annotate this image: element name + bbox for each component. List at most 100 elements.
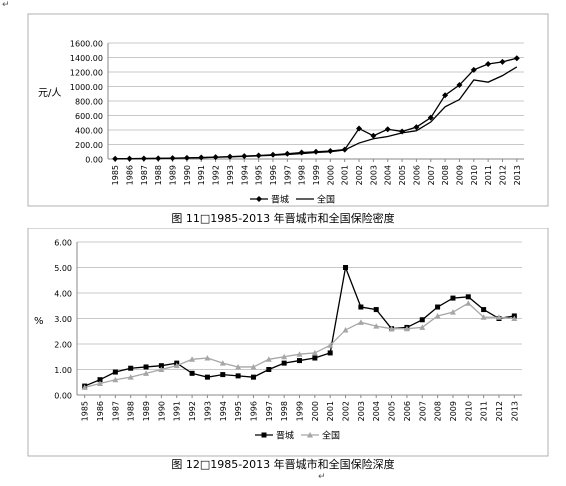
series-line-1 [115,57,517,160]
data-point [485,61,492,68]
y-tick-label: 200.00 [75,141,103,150]
x-tick-label: 2013 [510,401,519,421]
x-tick-label: 1999 [312,165,321,185]
data-point [470,66,477,73]
data-point [465,300,472,306]
data-point [358,304,364,310]
data-point [158,363,164,369]
data-point [313,148,319,155]
x-tick-label: 2008 [434,401,443,421]
data-point [343,265,349,270]
data-point [220,372,226,378]
data-point [250,363,257,370]
y-tick-label: 1400.00 [70,54,103,63]
y-tick-label: 0.00 [85,156,103,165]
y-tick-label: 6.00 [54,239,72,248]
data-point [481,307,487,313]
paragraph-mark: ↵ [318,472,326,482]
x-tick-label: 1990 [157,401,166,421]
y-tick-label: 400.00 [75,127,103,136]
data-point [480,314,487,320]
data-point [284,150,291,157]
y-tick-label: 1600.00 [70,40,103,49]
data-point [204,355,211,361]
x-tick-label: 2002 [355,165,364,185]
y-tick-label: 5.00 [54,264,72,273]
data-point [499,58,506,65]
y-tick-label: 800.00 [75,98,103,107]
x-tick-label: 1998 [298,165,307,185]
x-tick-label: 2005 [398,165,407,185]
x-tick-label: 2000 [326,165,335,185]
data-point [413,124,420,131]
data-point [456,82,463,89]
data-point [370,132,377,139]
x-tick-label: 1985 [111,165,120,185]
data-point [357,319,364,325]
paragraph-mark: ↵ [2,0,10,10]
legend-label: 全国 [317,194,335,206]
x-tick-label: 1988 [154,165,163,185]
data-point [112,369,118,375]
data-point [204,374,210,380]
data-point [434,312,441,319]
data-point [127,374,134,380]
x-tick-label: 2013 [513,165,522,185]
data-point [312,355,318,361]
x-tick-label: 2009 [455,165,464,185]
data-point [189,370,195,376]
data-point [427,114,434,121]
x-tick-label: 2003 [357,401,366,421]
x-tick-label: 1995 [234,401,243,421]
x-tick-label: 1992 [188,401,197,421]
data-point [97,380,104,387]
data-point [250,374,256,380]
data-point [296,351,303,357]
x-tick-label: 1995 [255,165,264,185]
data-point [265,356,272,362]
x-tick-label: 2012 [498,165,507,185]
x-tick-label: 2007 [418,401,427,421]
series-line-2 [115,66,518,160]
series-line-2 [84,302,515,388]
data-point [143,370,150,376]
y-axis-label: % [34,316,44,327]
legend-label: 全国 [322,430,340,442]
data-point [173,362,180,369]
x-tick-label: 1993 [226,165,235,185]
figure-caption: 图 12□1985-2013 年晋城市和全国保险深度 [171,458,395,471]
chart-insurance-depth: 0.00 1.00 2.00 3.00 4.00 5.00 6.00 1985 1986 198… [27,228,549,457]
data-point [281,360,287,366]
x-tick-label: 2005 [388,401,397,421]
data-point [511,315,518,321]
y-tick-label: 600.00 [75,112,103,121]
x-tick-label: 2006 [412,165,421,185]
data-point [342,326,349,333]
x-tick-label: 2011 [480,401,489,421]
x-tick-label: 2011 [484,165,493,185]
data-point [297,358,302,364]
x-tick-label: 1996 [249,401,258,421]
data-point [112,376,119,383]
figure-caption: 图 11□1985-2013 年晋城市和全国保险密度 [171,212,395,225]
data-point [327,350,333,356]
data-point [388,325,395,332]
data-point [384,126,391,133]
data-point [158,366,165,372]
data-point [128,365,134,371]
data-point [403,325,410,332]
data-point [281,353,288,360]
chart-frame [27,228,549,457]
data-point [327,148,334,155]
data-point [442,92,449,99]
x-tick-label: 1989 [169,165,178,185]
x-tick-label: 2002 [342,401,351,421]
legend-marker [256,196,262,202]
x-tick-label: 2004 [384,165,393,185]
x-tick-label: 1988 [127,401,136,421]
legend-marker [307,432,313,438]
data-point [465,294,471,300]
data-point [189,356,196,362]
data-point [419,324,426,330]
y-axis-label: 元/人 [38,87,61,99]
